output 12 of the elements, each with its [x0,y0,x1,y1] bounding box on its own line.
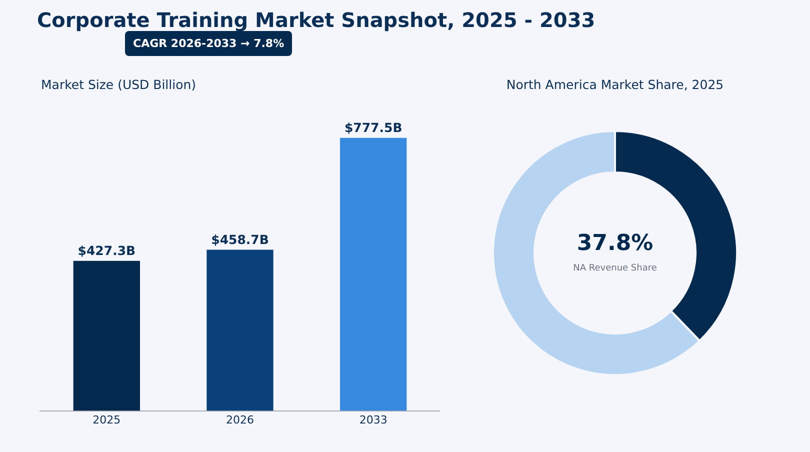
data-label: $427.3B [78,242,136,258]
data-label: 37.8% [576,231,654,256]
x-tick-label: 2025 [92,413,121,426]
x-tick-label: 2026 [226,413,254,426]
data-label: $458.7B [211,232,269,247]
text: NA Revenue Share [573,263,658,274]
text: CAGR 2026-2033 → 7.8% [125,31,292,56]
chart-title: Corporate Training Market Snapshot, 2025 - 2033 [37,8,596,32]
chart-title: North America Market Share, 2025 [505,77,725,92]
x-tick-label: 2033 [359,413,388,426]
data-label: $777.5B [344,120,402,135]
chart-subtitle: Market Size (USD Billion) [41,77,196,92]
